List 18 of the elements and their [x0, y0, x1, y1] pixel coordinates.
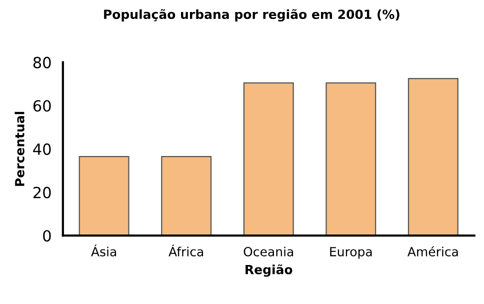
- bar: [326, 82, 376, 236]
- chart-title: População urbana por região em 2001 (%): [104, 9, 400, 22]
- x-tick-label: América: [407, 246, 458, 256]
- y-tick-label: 0: [43, 230, 51, 242]
- x-axis-title: Região: [246, 264, 292, 277]
- bar: [243, 82, 294, 236]
- x-tick-label: Ásia: [91, 244, 116, 256]
- x-tick-label: África: [168, 244, 204, 256]
- y-tick-label: 60: [33, 100, 51, 112]
- x-tick-label: Oceania: [244, 246, 294, 256]
- bar: [161, 156, 212, 236]
- bar: [78, 156, 130, 236]
- y-tick-label: 80: [33, 56, 51, 68]
- y-tick-label: 40: [33, 143, 51, 155]
- x-tick-label: Europa: [330, 247, 372, 259]
- y-tick-label: 20: [33, 186, 51, 198]
- bar: [408, 78, 458, 236]
- y-axis-title: Percentual: [14, 112, 24, 186]
